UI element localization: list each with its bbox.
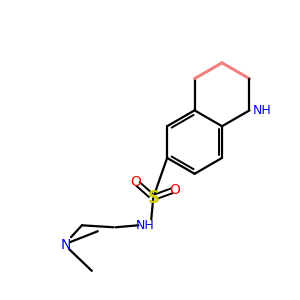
- Text: NH: NH: [136, 219, 155, 232]
- Text: O: O: [130, 175, 141, 189]
- Text: N: N: [61, 238, 71, 252]
- Text: O: O: [169, 183, 181, 196]
- Text: S: S: [147, 189, 159, 207]
- Text: NH: NH: [253, 104, 271, 117]
